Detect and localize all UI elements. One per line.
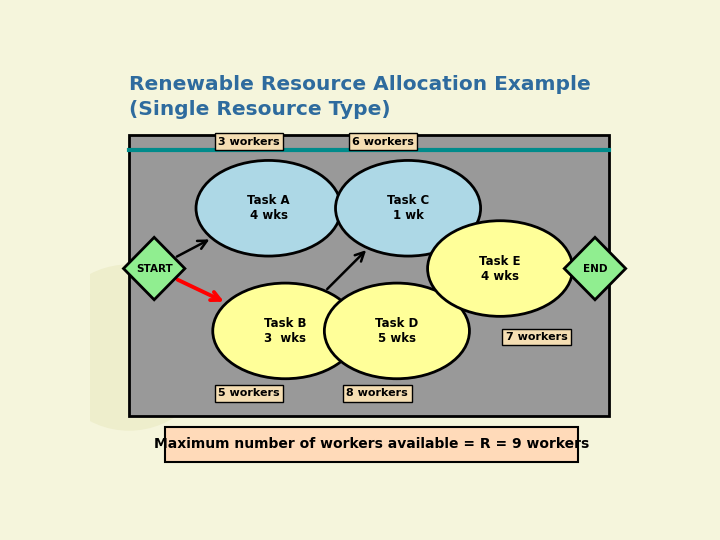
FancyBboxPatch shape	[166, 427, 578, 462]
Text: Task D
5 wks: Task D 5 wks	[375, 317, 418, 345]
Ellipse shape	[428, 221, 572, 316]
Text: Task E
4 wks: Task E 4 wks	[480, 254, 521, 282]
Text: END: END	[582, 264, 607, 274]
Polygon shape	[124, 238, 185, 300]
Text: Maximum number of workers available = R = 9 workers: Maximum number of workers available = R …	[154, 437, 590, 451]
Text: Task C
1 wk: Task C 1 wk	[387, 194, 429, 222]
Polygon shape	[564, 238, 626, 300]
Ellipse shape	[336, 160, 481, 256]
Text: START: START	[136, 264, 173, 274]
Text: 7 workers: 7 workers	[505, 332, 567, 342]
Text: 3 workers: 3 workers	[218, 137, 280, 147]
Ellipse shape	[324, 283, 469, 379]
FancyBboxPatch shape	[129, 136, 609, 416]
Ellipse shape	[45, 265, 213, 431]
Ellipse shape	[196, 160, 341, 256]
Text: Task A
4 wks: Task A 4 wks	[247, 194, 290, 222]
Text: Task B
3  wks: Task B 3 wks	[264, 317, 307, 345]
Text: Renewable Resource Allocation Example: Renewable Resource Allocation Example	[129, 75, 591, 94]
Text: (Single Resource Type): (Single Resource Type)	[129, 100, 391, 119]
Text: 6 workers: 6 workers	[352, 137, 414, 147]
Text: 8 workers: 8 workers	[346, 388, 408, 399]
Text: 5 workers: 5 workers	[218, 388, 280, 399]
Ellipse shape	[212, 283, 358, 379]
